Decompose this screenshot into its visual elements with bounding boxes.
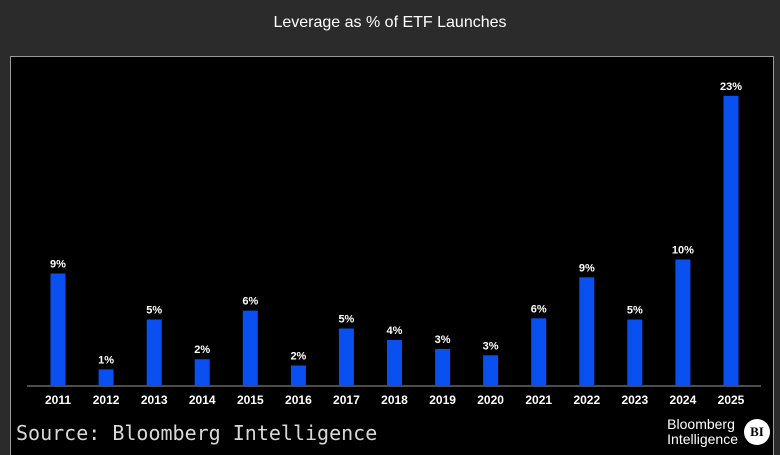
- bar-2025: [723, 95, 739, 387]
- logo-line2: Intelligence: [667, 431, 738, 447]
- bar-2012: [98, 369, 114, 386]
- bar-2022: [579, 277, 595, 386]
- data-label-2017: 5%: [338, 314, 354, 326]
- data-label-2015: 6%: [242, 296, 258, 308]
- source-note: Source: Bloomberg Intelligence: [16, 421, 378, 445]
- bar-2016: [290, 365, 306, 386]
- data-label-2024: 10%: [672, 245, 694, 257]
- bar-2020: [483, 355, 499, 386]
- data-label-2021: 6%: [531, 303, 547, 315]
- data-label-2016: 2%: [290, 351, 306, 363]
- logo-text: Bloomberg Intelligence: [667, 417, 738, 447]
- bar-2018: [387, 340, 402, 386]
- x-tick-label-2017: 2017: [333, 393, 360, 407]
- x-tick-label-2014: 2014: [189, 393, 216, 407]
- data-label-2012: 1%: [98, 354, 114, 366]
- data-label-2020: 3%: [483, 340, 499, 352]
- data-label-2019: 3%: [435, 334, 451, 346]
- data-label-2018: 4%: [387, 325, 403, 337]
- bar-2014: [194, 359, 210, 386]
- x-tick-label-2023: 2023: [621, 393, 648, 407]
- x-tick-label-2015: 2015: [237, 393, 264, 407]
- x-tick-label-2021: 2021: [525, 393, 552, 407]
- data-label-2014: 2%: [194, 344, 210, 356]
- x-tick-label-2018: 2018: [381, 393, 408, 407]
- bar-2023: [627, 319, 643, 386]
- bar-2013: [146, 319, 162, 386]
- x-tick-label-2020: 2020: [477, 393, 504, 407]
- x-tick-label-2012: 2012: [93, 393, 120, 407]
- chart-title: Leverage as % of ETF Launches: [273, 14, 507, 31]
- data-label-2025: 23%: [720, 81, 742, 93]
- chart-panel: 9% 2011 1% 2012 5% 2013 2% 2014 6% 2015 2% 2016 5% 20…: [10, 56, 774, 455]
- bar-chart: 9% 2011 1% 2012 5% 2013 2% 2014 6% 2015 2% 2016 5% 20…: [27, 81, 761, 407]
- bloomberg-intelligence-logo: Bloomberg Intelligence BI: [667, 414, 770, 450]
- bar-2019: [435, 348, 451, 386]
- bar-2024: [675, 259, 691, 386]
- x-tick-label-2024: 2024: [670, 393, 697, 407]
- data-label-2022: 9%: [579, 262, 595, 274]
- x-tick-label-2025: 2025: [718, 393, 745, 407]
- data-label-2011: 9%: [50, 259, 66, 271]
- data-label-2023: 5%: [627, 305, 643, 317]
- bar-2017: [338, 328, 354, 386]
- x-tick-label-2016: 2016: [285, 393, 312, 407]
- x-tick-label-2011: 2011: [45, 393, 71, 407]
- bi-badge-icon: BI: [744, 419, 770, 445]
- x-tick-label-2019: 2019: [429, 393, 456, 407]
- x-tick-label-2013: 2013: [141, 393, 168, 407]
- chart-title-bar: Leverage as % of ETF Launches: [0, 0, 780, 46]
- data-label-2013: 5%: [146, 305, 162, 317]
- bar-2015: [242, 310, 258, 386]
- logo-line1: Bloomberg: [667, 416, 735, 432]
- bar-2021: [531, 318, 547, 386]
- bar-2011: [50, 273, 66, 386]
- x-tick-label-2022: 2022: [573, 393, 600, 407]
